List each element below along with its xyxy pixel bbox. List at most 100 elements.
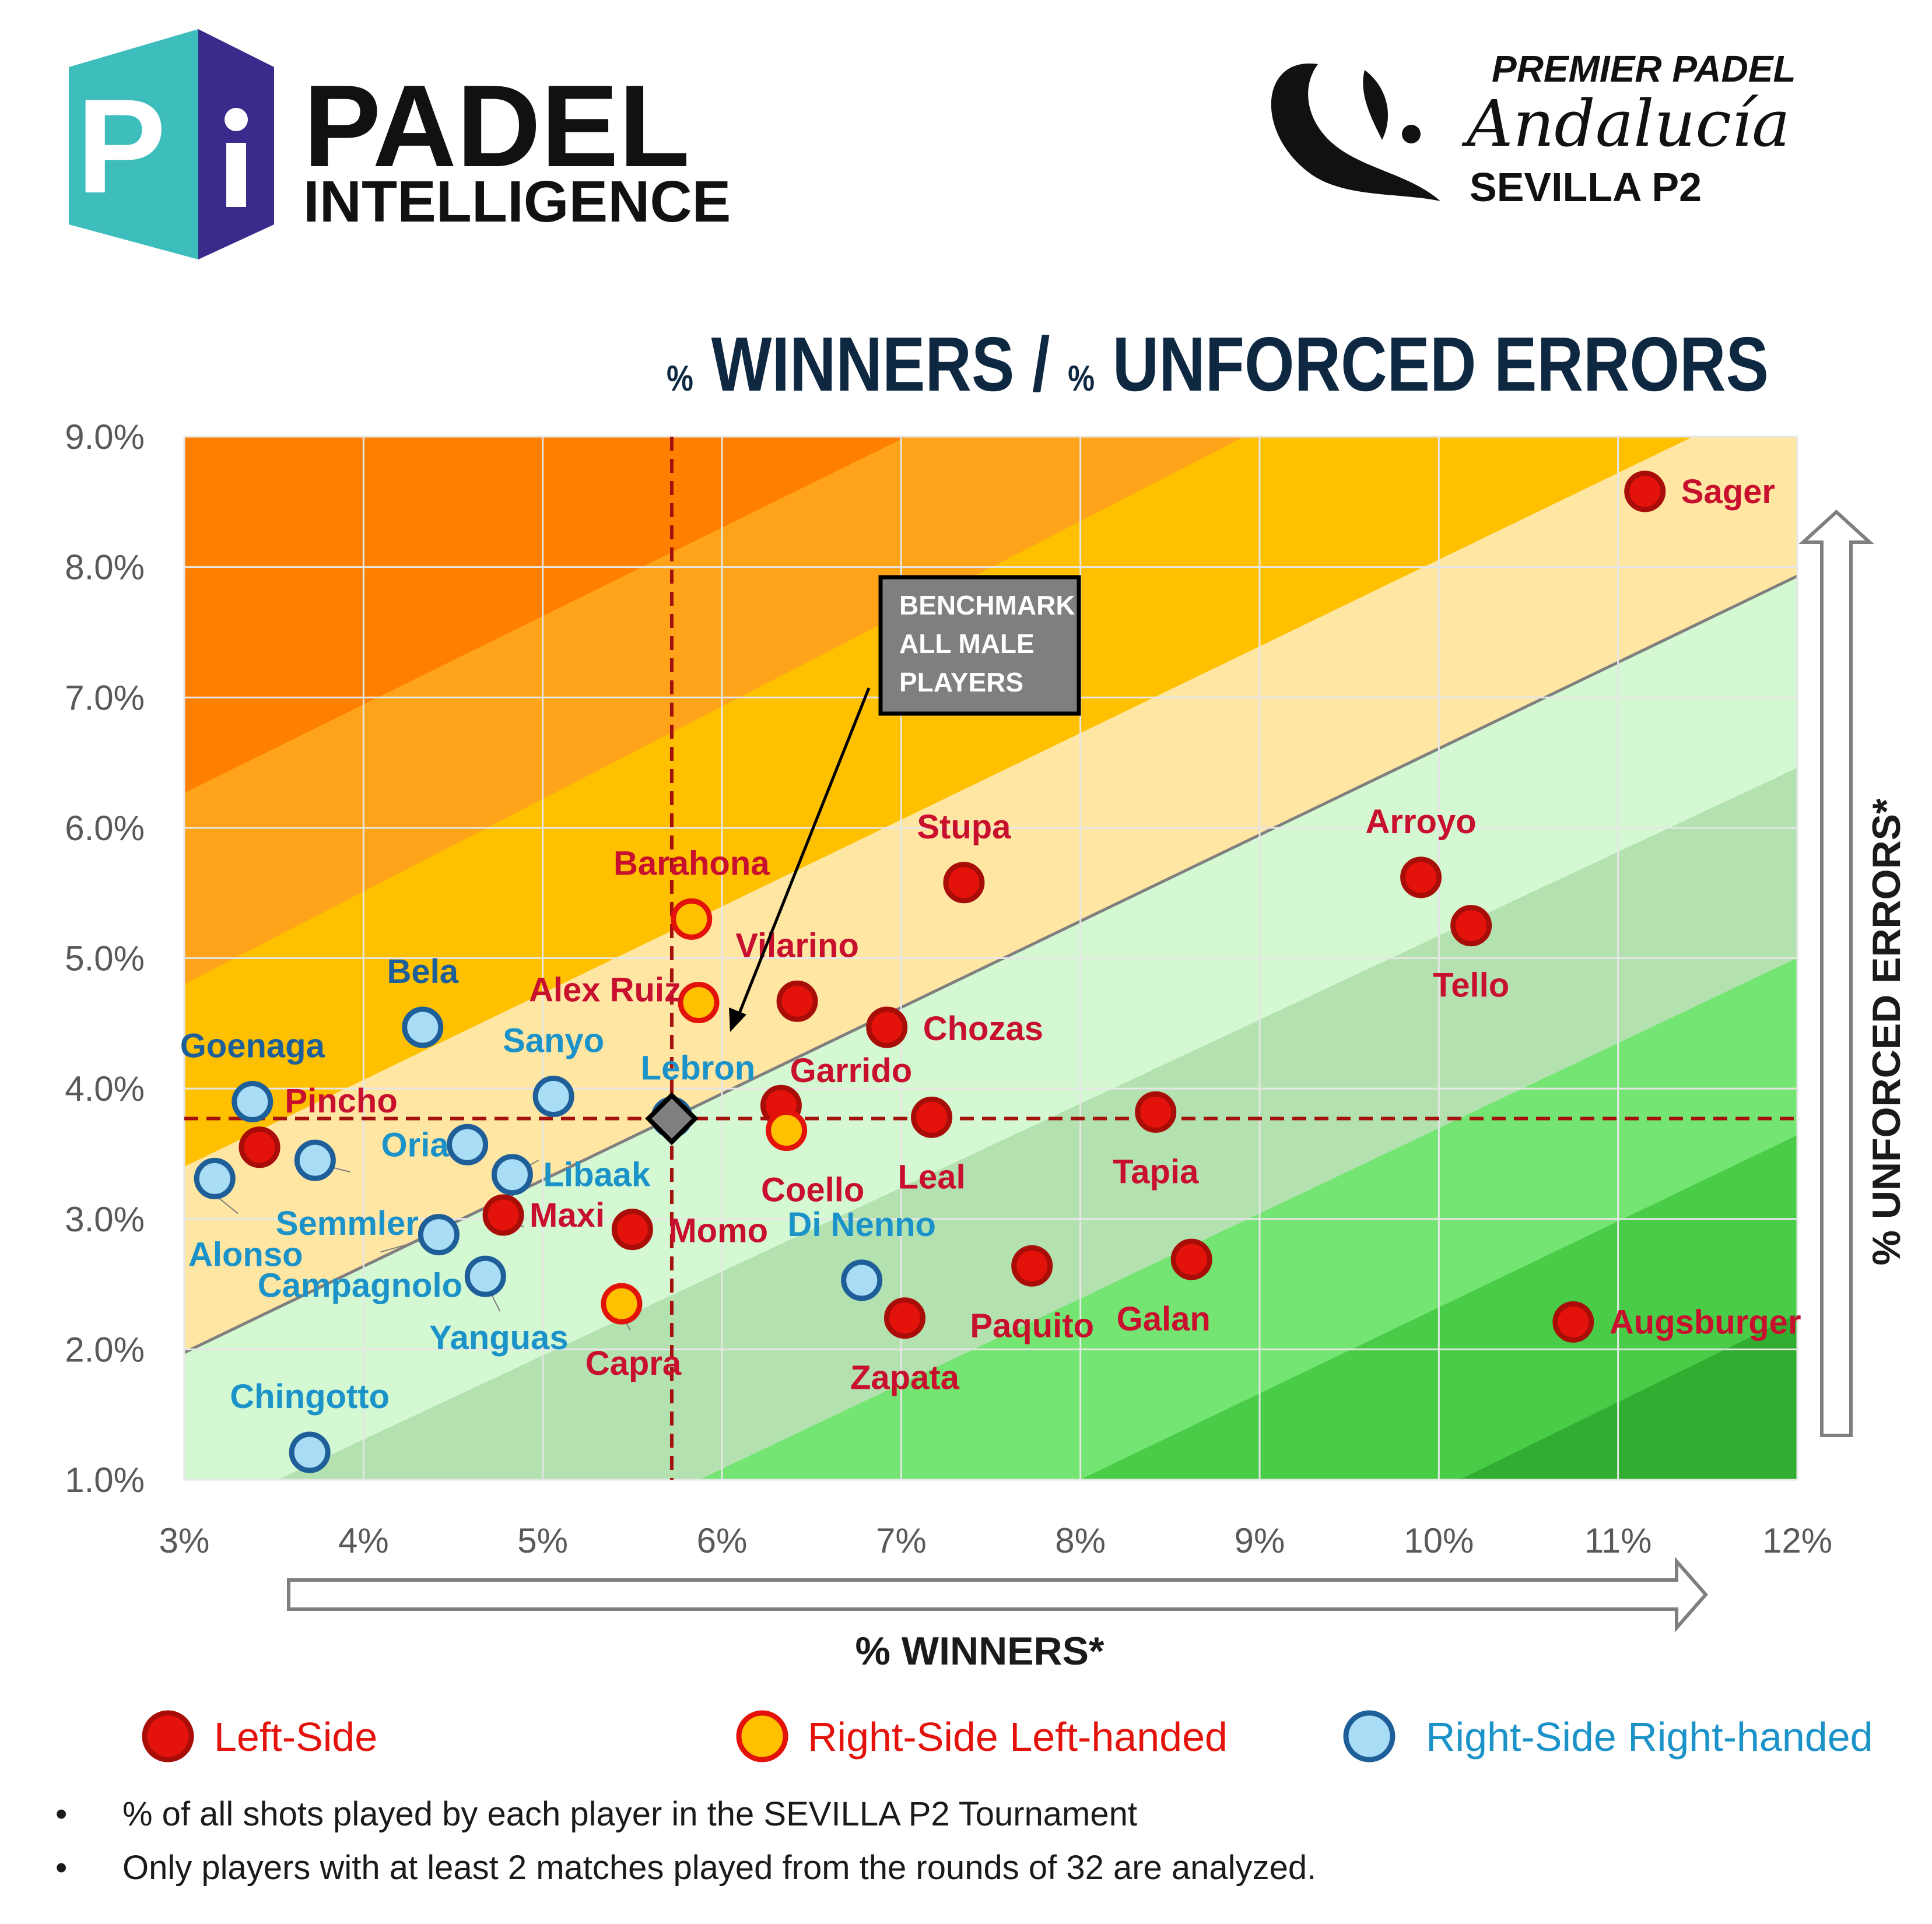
label-stupa: Stupa (917, 808, 1011, 846)
legend-label-right-left: Right-Side Left-handed (808, 1714, 1228, 1760)
label-alex-ruiz: Alex Ruiz (529, 971, 681, 1009)
title-pct-1: % (667, 359, 693, 399)
label-tapia: Tapia (1113, 1153, 1199, 1191)
label-bela: Bela (387, 953, 458, 991)
title-pct-2: % (1068, 359, 1095, 399)
label-garrido: Garrido (790, 1052, 913, 1090)
x-tick-label: 9% (1235, 1521, 1285, 1560)
footnote-2: • Only players with at least 2 matches p… (55, 1841, 1316, 1894)
y-tick-label: 7.0% (65, 678, 145, 717)
zone-dark-green (1460, 1314, 1797, 1480)
label-pincho: Pincho (285, 1082, 397, 1120)
footnote-1: • % of all shots played by each player i… (55, 1787, 1316, 1841)
point-tello (1450, 905, 1492, 947)
x-tick-labels: 3% 4% 5% 6% 7% 8% 9% 10% 11% 12% (159, 1521, 1832, 1560)
point-augsburger (1552, 1301, 1594, 1343)
point-campagnolo (418, 1214, 460, 1256)
point-libaak (491, 1154, 533, 1196)
point-leal (911, 1096, 953, 1138)
y-tick-label: 1.0% (65, 1460, 145, 1500)
point-momo (611, 1209, 653, 1251)
logo-letter: P (76, 71, 166, 221)
label-sanyo: Sanyo (503, 1022, 604, 1060)
legend-marker-right-right (1343, 1710, 1395, 1763)
point-capra (601, 1283, 643, 1325)
label-sager: Sager (1681, 473, 1775, 511)
logo-hexagon-left (69, 29, 198, 259)
label-yanguas: Yanguas (429, 1319, 569, 1357)
point-tapia (1135, 1091, 1177, 1133)
label-augsburger: Augsburger (1610, 1303, 1801, 1341)
y-axis-arrow (1798, 509, 1874, 1437)
event-line3: SEVILLA P2 (1470, 164, 1702, 210)
legend-marker-left-side (142, 1710, 194, 1763)
point-alex-ruiz (678, 982, 720, 1024)
label-barahona: Barahona (613, 844, 770, 882)
point-semmler (294, 1139, 336, 1181)
premier-padel-emblem (1271, 63, 1440, 202)
label-zapata: Zapata (850, 1359, 960, 1397)
event-line2: Andalucía (1461, 86, 1790, 161)
y-axis-label: % UNFORCED ERRORS* (1864, 798, 1909, 1265)
point-bela (402, 1006, 444, 1048)
y-tick-label: 5.0% (65, 939, 145, 978)
label-maxi: Maxi (530, 1196, 605, 1234)
label-coello: Coello (761, 1171, 864, 1209)
legend-item-left-side: Left-Side (142, 1710, 377, 1763)
y-tick-label: 3.0% (65, 1200, 145, 1239)
point-labels: Sager Arroyo Tello Stupa Vilarino Chozas Garri… (180, 473, 1801, 1416)
label-libaak: Libaak (544, 1156, 651, 1194)
label-paquito: Paquito (970, 1307, 1094, 1344)
point-alonso (194, 1157, 236, 1199)
chart-title: % WINNERS / % UNFORCED ERRORS (667, 321, 1769, 407)
legend-label-right-right: Right-Side Right-handed (1426, 1714, 1873, 1760)
label-alonso: Alonso (188, 1235, 303, 1273)
point-chozas (866, 1006, 908, 1048)
point-stupa (943, 862, 985, 904)
y-tick-label: 4.0% (65, 1069, 145, 1108)
x-tick-label: 3% (159, 1521, 210, 1560)
point-sanyo (532, 1076, 574, 1118)
legend-marker-right-left (736, 1710, 788, 1763)
label-lebron: Lebron (641, 1049, 756, 1087)
label-di-nenno: Di Nenno (787, 1206, 936, 1244)
point-di-nenno (841, 1259, 883, 1301)
y-arrow-shape (1798, 509, 1874, 1437)
x-tick-label: 7% (876, 1521, 927, 1560)
label-tello: Tello (1433, 967, 1509, 1005)
footnote-bullet: • (55, 1848, 68, 1887)
x-tick-label: 11% (1584, 1521, 1652, 1560)
point-oria (447, 1123, 489, 1165)
benchmark-callout: BENCHMARK ALL MALE PLAYERS (729, 575, 1081, 1032)
x-tick-label: 10% (1404, 1521, 1474, 1560)
x-tick-label: 4% (338, 1521, 389, 1560)
legend: Left-Side Right-Side Left-handed Right-S… (142, 1710, 1873, 1763)
y-tick-label: 9.0% (65, 417, 145, 457)
label-campagnolo: Campagnolo (258, 1267, 462, 1305)
label-chingotto: Chingotto (230, 1378, 390, 1416)
point-vilarino (776, 980, 818, 1022)
benchmark-label-line1: BENCHMARK (899, 590, 1075, 620)
x-axis-label: % WINNERS* (855, 1629, 1104, 1673)
label-chozas: Chozas (923, 1010, 1043, 1048)
y-tick-label: 8.0% (65, 548, 145, 587)
x-axis-arrow (287, 1557, 1708, 1632)
label-galan: Galan (1117, 1300, 1211, 1338)
point-maxi (482, 1194, 524, 1236)
brand-line2: INTELLIGENCE (303, 169, 731, 234)
point-arroyo (1400, 856, 1442, 898)
label-arroyo: Arroyo (1366, 803, 1477, 841)
point-galan (1170, 1238, 1212, 1280)
brand-line1: PADEL (303, 61, 690, 191)
point-chingotto (289, 1431, 331, 1473)
y-tick-label: 2.0% (65, 1330, 145, 1369)
y-tick-labels: 1.0% 2.0% 3.0% 4.0% 5.0% 6.0% 7.0% 8.0% 9.0% (65, 417, 145, 1500)
x-arrow-shape (287, 1557, 1708, 1632)
legend-label-left-side: Left-Side (214, 1714, 377, 1760)
premier-padel-emblem-ball (1402, 125, 1421, 143)
title-winners: WINNERS (711, 321, 1015, 407)
label-capra: Capra (585, 1344, 682, 1382)
point-barahona (671, 898, 713, 940)
footnotes: • % of all shots played by each player i… (55, 1787, 1316, 1894)
leader-yanguas (490, 1293, 501, 1312)
